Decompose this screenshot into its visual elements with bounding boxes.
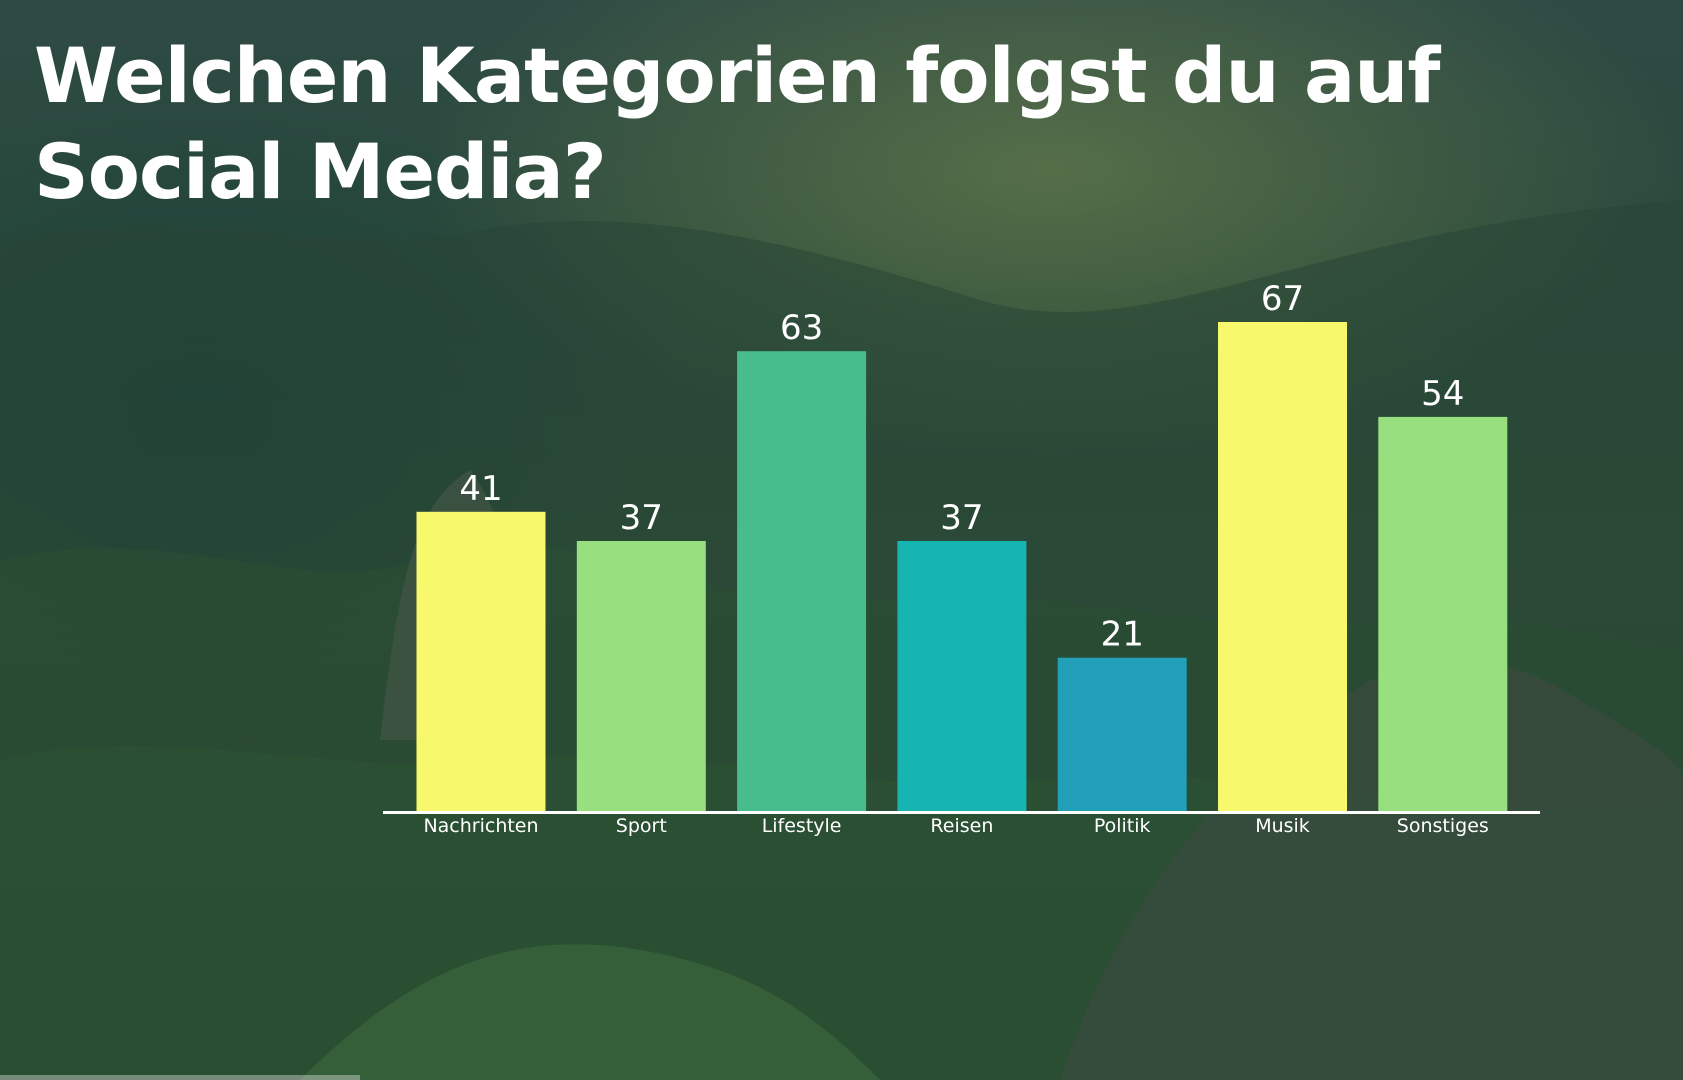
value-label-reisen: 37 [940,498,983,538]
category-tick-labels: Nachrichten Sport Lifestyle Reisen Politik Mu… [423,815,1488,837]
bar-politik [1057,657,1187,811]
value-label-nachrichten: 41 [459,469,502,509]
bar-musik [1218,322,1347,811]
bar-reisen [897,541,1027,811]
category-label-reisen: Reisen [930,815,993,837]
slide-title: Welchen Kategorien folgst du auf Social … [34,31,1440,216]
data-labels: 41 37 63 37 21 67 54 [459,279,1464,655]
value-label-sport: 37 [620,498,663,538]
value-label-politik: 21 [1101,615,1144,655]
category-label-lifestyle: Lifestyle [762,815,842,837]
bar-lifestyle [737,351,867,811]
bar-sport [576,541,706,811]
category-label-sonstiges: Sonstiges [1397,815,1489,837]
value-label-sonstiges: 54 [1421,374,1464,414]
category-label-sport: Sport [616,815,667,837]
bar-series [416,322,1508,811]
value-label-musik: 67 [1261,279,1304,319]
bar-sonstiges [1378,416,1508,811]
slide-progress-strip [0,1075,360,1080]
category-label-nachrichten: Nachrichten [423,815,538,837]
category-label-politik: Politik [1094,815,1151,837]
category-label-musik: Musik [1255,815,1310,837]
value-label-lifestyle: 63 [780,308,823,348]
bar-nachrichten [416,511,546,811]
